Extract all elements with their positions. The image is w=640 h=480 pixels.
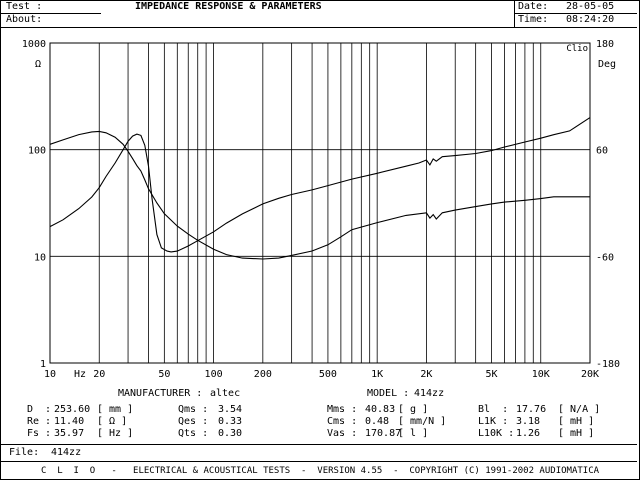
footer-copyright: C L I O - ELECTRICAL & ACOUSTICAL TESTS … — [40, 466, 600, 476]
x-tick-label: 10 — [44, 369, 56, 380]
param-name: Mms : — [327, 404, 358, 415]
file-bar: File: 414zz — [1, 444, 637, 462]
about-label: About: — [6, 14, 43, 25]
manufacturer-label: MANUFACTURER : — [118, 388, 203, 399]
param-unit: [ mH ] — [558, 428, 595, 439]
x-tick-label: 50 — [158, 369, 170, 380]
model-value: 414zz — [414, 388, 445, 399]
y-left-tick-label: 1000 — [22, 39, 46, 50]
param-name: D : — [27, 404, 52, 415]
param-unit: [ mm ] — [97, 404, 134, 415]
param-value: 11.40 — [54, 416, 85, 427]
y-left-unit-label: Ω — [35, 59, 41, 70]
param-unit: [ l ] — [398, 428, 429, 439]
time-label: Time: — [518, 14, 549, 25]
header-divider-left — [1, 13, 101, 14]
param-name: Fs : — [27, 428, 52, 439]
manufacturer-value: altec — [210, 388, 241, 399]
file-label: File: — [9, 447, 40, 458]
impedance-magnitude-curve — [49, 117, 591, 253]
date-value: 28-05-05 — [566, 1, 615, 12]
y-right-tick-label: 180 — [596, 39, 614, 50]
x-tick-label: 100 — [205, 369, 223, 380]
y-left-tick-label: 1 — [40, 359, 46, 370]
header-divider-right — [515, 13, 637, 14]
header-bar: Test : About: IMPEDANCE RESPONSE & PARAM… — [1, 1, 637, 28]
y-left-tick-label: 10 — [34, 252, 46, 263]
date-label: Date: — [518, 1, 549, 12]
param-value: 0.33 — [218, 416, 243, 427]
param-unit: [ N/A ] — [558, 404, 601, 415]
param-value: 35.97 — [54, 428, 85, 439]
y-right-tick-label: -180 — [596, 359, 620, 370]
x-tick-label: 200 — [254, 369, 272, 380]
param-unit: [ mm/N ] — [398, 416, 447, 427]
param-value: 17.76 — [516, 404, 547, 415]
param-value: 40.83 — [365, 404, 396, 415]
param-name: Bl : — [478, 404, 509, 415]
x-tick-label: 5K — [485, 369, 497, 380]
param-name: Cms : — [327, 416, 358, 427]
y-right-unit-label: Deg — [598, 59, 616, 70]
page-title: IMPEDANCE RESPONSE & PARAMETERS — [135, 1, 322, 12]
param-name: Vas : — [327, 428, 358, 439]
param-value: 1.26 — [516, 428, 541, 439]
param-value: 170.87 — [365, 428, 402, 439]
x-tick-label: 2K — [420, 369, 432, 380]
param-unit: [ Ω ] — [97, 416, 128, 427]
param-name: L10K : — [478, 428, 515, 439]
param-value: 0.30 — [218, 428, 243, 439]
x-tick-label: 1K — [371, 369, 383, 380]
x-tick-label: 20K — [581, 369, 599, 380]
impedance-phase-curve — [49, 130, 590, 260]
param-name: Re : — [27, 416, 52, 427]
time-value: 08:24:20 — [566, 14, 615, 25]
param-unit: [ Hz ] — [97, 428, 134, 439]
clio-brand-label: Clio — [566, 44, 588, 54]
param-name: Qms : — [178, 404, 209, 415]
param-name: Qts : — [178, 428, 209, 439]
param-unit: [ mH ] — [558, 416, 595, 427]
x-tick-label: 500 — [319, 369, 337, 380]
y-left-tick-label: 100 — [28, 146, 46, 157]
chart-axis-labels: 10 Hz 20 50 100 200 500 1K 2K 5K 10K 20K1000100101Ω… — [22, 39, 620, 380]
chart-grid — [50, 43, 590, 363]
param-name: L1K : — [478, 416, 509, 427]
plot-area-border — [49, 42, 591, 364]
x-tick-label: 20 — [93, 369, 105, 380]
x-tick-label: 10K — [532, 369, 550, 380]
file-value: 414zz — [51, 447, 82, 458]
param-value: 0.48 — [365, 416, 390, 427]
param-value: 253.60 — [54, 404, 91, 415]
test-label: Test : — [6, 1, 43, 12]
param-value: 3.18 — [516, 416, 541, 427]
param-name: Qes : — [178, 416, 209, 427]
y-right-tick-label: 60 — [596, 146, 608, 157]
model-label: MODEL : — [367, 388, 410, 399]
chart-curves — [49, 117, 591, 260]
x-tick-label: Hz — [74, 369, 86, 380]
param-value: 3.54 — [218, 404, 243, 415]
header-vertical-divider — [514, 1, 515, 27]
y-right-tick-label: -60 — [596, 252, 614, 263]
param-unit: [ g ] — [398, 404, 429, 415]
